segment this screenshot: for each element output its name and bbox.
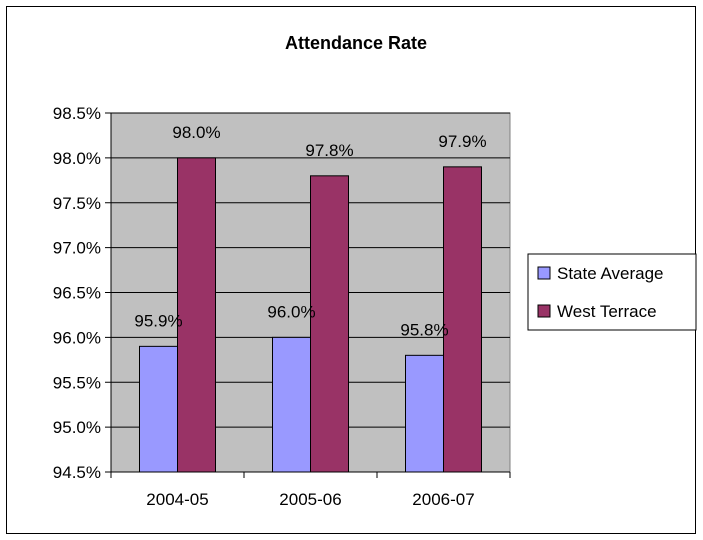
y-tick-label: 94.5% <box>53 463 101 482</box>
data-label: 95.9% <box>134 311 182 330</box>
data-label: 96.0% <box>267 302 315 321</box>
bar-state-average <box>272 336 311 473</box>
bar-state-average <box>405 354 444 473</box>
y-tick-label: 96.5% <box>53 284 101 303</box>
legend-box <box>527 253 697 331</box>
data-label: 98.0% <box>172 123 220 142</box>
chart-title: Attendance Rate <box>285 33 427 53</box>
y-tick-label: 97.0% <box>53 239 101 258</box>
y-tick-label: 98.0% <box>53 149 101 168</box>
y-axis: 94.5% 95.0% 95.5% 96.0% 96.5% 97.0% 97.5% 98.0%… <box>53 104 112 482</box>
legend-label: West Terrace <box>557 302 657 321</box>
legend-label: State Average <box>557 264 664 283</box>
y-tick-label: 97.5% <box>53 194 101 213</box>
bar-west-terrace <box>443 166 482 473</box>
data-label: 95.8% <box>400 320 448 339</box>
bar-state-average <box>139 345 178 473</box>
legend-swatch <box>537 266 551 280</box>
x-axis: 2004-05 2005-06 2006-07 <box>110 471 511 509</box>
y-tick-label: 95.5% <box>53 373 101 392</box>
bar-west-terrace <box>310 175 349 473</box>
y-tick-label: 98.5% <box>53 104 101 123</box>
y-tick-label: 95.0% <box>53 418 101 437</box>
y-tick-label: 96.0% <box>53 328 101 347</box>
data-label: 97.8% <box>305 141 353 160</box>
legend: State Average West Terrace <box>527 253 697 331</box>
x-tick-label: 2005-06 <box>279 490 341 509</box>
x-tick-label: 2006-07 <box>412 490 474 509</box>
bars <box>139 157 482 473</box>
bar-west-terrace <box>177 157 216 473</box>
x-tick-label: 2004-05 <box>146 490 208 509</box>
data-labels: 95.9% 96.0% 95.8% 98.0% 97.8% 97.9% <box>134 123 486 339</box>
data-label: 97.9% <box>438 132 486 151</box>
legend-swatch <box>537 304 551 318</box>
